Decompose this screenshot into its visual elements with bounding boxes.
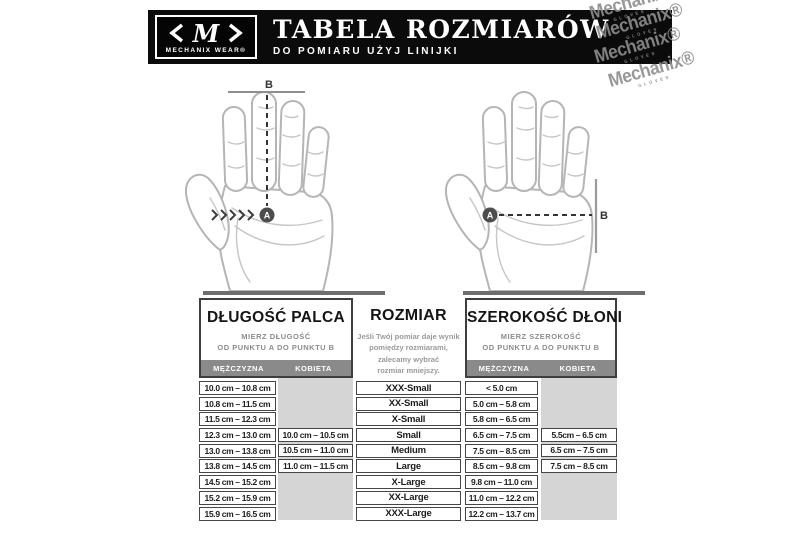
column-header-men: MĘŻCZYZNA [478,363,530,373]
hand-outline [183,90,387,295]
table-cell: 11.5 cm – 12.3 cm [199,412,276,427]
table-cell: < 5.0 cm [465,381,538,395]
header-titles: TABELA ROZMIARÓW DO POMIARU UŻYJ LINIJKI [273,17,610,57]
table-cell: 9.8 cm – 11.0 cm [465,475,538,490]
table-cell [278,412,353,426]
brand-wordmark: MECHANIX WEAR® [165,47,247,54]
table-cell: 14.5 cm – 15.2 cm [199,475,276,490]
table-cell [541,475,617,489]
table-cell [541,381,617,395]
table-cell [541,412,617,426]
point-a-label: A [487,211,494,221]
table-cell: 7.5 cm – 8.5 cm [465,443,538,458]
table-cell: 8.5 cm – 9.8 cm [465,459,538,474]
size-title: ROZMIAR [370,307,447,324]
subtitle-line: MIERZ SZEROKOŚĆ [500,332,582,341]
size-cell: X-Large [356,475,461,490]
header-bar: M MECHANIX WEAR® TABELA ROZMIARÓW DO POM… [148,10,672,64]
point-b-label: B [265,80,273,91]
table-cell: 11.0 cm – 12.2 cm [465,490,538,505]
palm-width-title: SZEROKOŚĆ DŁONI [467,309,623,326]
finger-length-header: DŁUGOŚĆ PALCA MIERZ DŁUGOŚĆ OD PUNKTU A D… [199,298,353,378]
table-cell: 10.0 cm – 10.8 cm [199,381,276,395]
hand-outline [443,90,647,295]
note-line: zalecamy wybrać [377,354,440,364]
table-cell: 13.0 cm – 13.8 cm [199,443,276,458]
table-cell: 11.0 cm – 11.5 cm [278,459,353,474]
size-header: ROZMIAR Jeśli Twój pomiar daje wynik pomi… [356,298,461,378]
column-header-men: MĘŻCZYZNA [213,363,264,373]
table-cell [278,506,353,520]
note-line: pomiędzy rozmiarami, [369,343,448,353]
palm-width-hand-diagram: A B [443,90,647,295]
table-cell: 7.5 cm – 8.5 cm [541,459,617,474]
finger-length-men-column: 10.0 cm – 10.8 cm 10.8 cm – 11.5 cm 11.5 c… [199,381,276,521]
point-a-marker [482,207,498,223]
table-cell: 6.5 cm – 7.5 cm [465,428,538,443]
page-title: TABELA ROZMIARÓW [273,15,610,44]
finger-length-title: DŁUGOŚĆ PALCA [207,309,345,326]
column-header-women: KOBIETA [295,363,332,373]
table-cell: 15.2 cm – 15.9 cm [199,490,276,505]
page-subtitle: DO POMIARU UŻYJ LINIJKI [273,46,459,57]
size-column: XXX-Small XX-Small X-Small Small Medium Large… [356,381,461,521]
palm-width-men-column: < 5.0 cm 5.0 cm – 5.8 cm 5.8 cm – 6.5 cm 6.… [465,381,538,521]
subtitle-line: OD PUNKTU A DO PUNKTU B [482,342,600,352]
size-cell: XX-Small [356,396,461,411]
table-cell [541,506,617,520]
note-line: Jeśli Twój pomiar daje wynik [357,332,460,341]
table-cell: 5.8 cm – 6.5 cm [465,412,538,427]
size-note: Jeśli Twój pomiar daje wynik pomiędzy roz… [356,331,461,376]
table-cell: 5.5cm – 6.5 cm [541,427,617,442]
subtitle-line: OD PUNKTU A DO PUNKTU B [217,342,335,352]
table-cell [541,397,617,411]
table-cell [278,381,353,395]
size-cell: Medium [356,443,461,458]
brand-logo: M MECHANIX WEAR® [155,15,257,59]
palm-width-subtitle: MIERZ SZEROKOŚĆ OD PUNKTU A DO PUNKTU B [467,332,615,354]
table-cell [541,490,617,504]
palm-width-women-column: 5.5cm – 6.5 cm 6.5 cm – 7.5 cm 7.5 cm – 8.… [541,378,617,520]
finger-length-hand-diagram: B A [183,80,387,295]
finger-length-women-column: 10.0 cm – 10.5 cm 10.5 cm – 11.0 cm 11.0 c… [278,378,353,520]
size-cell: XX-Large [356,490,461,505]
column-header-women: KOBIETA [559,363,597,373]
point-b-label: B [600,210,608,222]
size-cell: XXX-Large [356,506,461,521]
size-cell: X-Small [356,412,461,427]
table-cell [278,475,353,489]
mechanix-monogram-icon: M [169,20,243,46]
note-line: rozmiar mniejszy. [377,365,440,375]
table-cell: 10.5 cm – 11.0 cm [278,443,353,458]
table-cell: 10.8 cm – 11.5 cm [199,396,276,411]
table-cell: 12.2 cm – 13.7 cm [465,506,538,521]
table-cell: 10.0 cm – 10.5 cm [278,427,353,442]
finger-length-subtitle: MIERZ DŁUGOŚĆ OD PUNKTU A DO PUNKTU B [201,332,351,354]
subtitle-line: MIERZ DŁUGOŚĆ [241,332,311,341]
size-cell: Small [356,428,461,443]
point-a-marker [259,207,275,223]
table-cell: 15.9 cm – 16.5 cm [199,506,276,521]
point-a-label: A [264,211,271,221]
logo-monogram: M [192,20,221,46]
table-cell: 6.5 cm – 7.5 cm [541,443,617,458]
table-cell: 5.0 cm – 5.8 cm [465,396,538,411]
palm-width-column-band: MĘŻCZYZNA KOBIETA [467,360,615,376]
finger-length-column-band: MĘŻCZYZNA KOBIETA [201,360,351,376]
size-cell: Large [356,459,461,474]
measure-arrows-icon [211,209,255,221]
table-cell: 12.3 cm – 13.0 cm [199,428,276,443]
size-cell: XXX-Small [356,381,461,395]
table-cell [278,397,353,411]
table-cell [278,490,353,504]
table-cell: 13.8 cm – 14.5 cm [199,459,276,474]
palm-width-header: SZEROKOŚĆ DŁONI MIERZ SZEROKOŚĆ OD PUNKTU… [465,298,623,378]
